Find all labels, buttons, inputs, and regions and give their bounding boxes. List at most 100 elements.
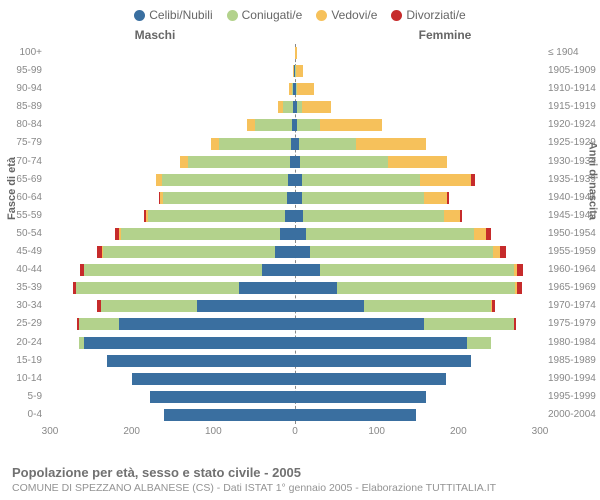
bar-segment (283, 101, 293, 113)
female-bar (295, 315, 540, 333)
age-label: 15-19 (2, 355, 42, 366)
bar-segment (297, 119, 320, 131)
bar-segment (103, 246, 275, 258)
female-bar (295, 225, 540, 243)
bar-segment (517, 282, 522, 294)
age-row: 55-591945-1949 (50, 207, 540, 225)
age-label: 85-89 (2, 101, 42, 112)
birth-label: 1925-1929 (548, 137, 600, 148)
legend-swatch (227, 10, 238, 21)
bar-segment (492, 300, 495, 312)
birth-label: 1950-1954 (548, 228, 600, 239)
age-label: 100+ (2, 47, 42, 58)
age-row: 25-291975-1979 (50, 315, 540, 333)
male-bar (50, 279, 295, 297)
legend-item: Celibi/Nubili (134, 8, 212, 22)
bar-segment (467, 337, 492, 349)
age-row: 75-791925-1929 (50, 134, 540, 152)
age-row: 50-541950-1954 (50, 225, 540, 243)
x-tick-label: 100 (205, 426, 222, 437)
bar-segment (162, 174, 289, 186)
age-row: 85-891915-1919 (50, 98, 540, 116)
female-bar (295, 261, 540, 279)
bar-segment (302, 101, 331, 113)
male-bar (50, 388, 295, 406)
bar-segment (514, 318, 516, 330)
bar-segment (148, 210, 285, 222)
bar-segment (474, 228, 486, 240)
bar-segment (337, 282, 515, 294)
bar-segment (119, 318, 295, 330)
age-row: 60-641940-1944 (50, 189, 540, 207)
footer-subtitle: COMUNE DI SPEZZANO ALBANESE (CS) - Dati … (12, 482, 588, 494)
bar-segment (303, 210, 443, 222)
birth-label: 1965-1969 (548, 282, 600, 293)
bar-segment (280, 228, 295, 240)
bar-segment (84, 337, 295, 349)
x-tick-label: 100 (368, 426, 385, 437)
male-bar (50, 261, 295, 279)
age-label: 60-64 (2, 192, 42, 203)
bar-segment (76, 282, 239, 294)
birth-label: 1980-1984 (548, 337, 600, 348)
legend: Celibi/NubiliConiugati/eVedovi/eDivorzia… (0, 0, 600, 26)
bar-segment (295, 318, 424, 330)
female-bar (295, 189, 540, 207)
age-label: 10-14 (2, 373, 42, 384)
male-bar (50, 370, 295, 388)
age-label: 70-74 (2, 156, 42, 167)
bar-segment (295, 282, 337, 294)
bar-segment (211, 138, 219, 150)
bar-segment (424, 318, 514, 330)
female-bar (295, 388, 540, 406)
bar-segment (388, 156, 447, 168)
bar-segment (285, 210, 295, 222)
age-label: 90-94 (2, 83, 42, 94)
male-bar (50, 116, 295, 134)
male-bar (50, 62, 295, 80)
bar-segment (297, 83, 313, 95)
age-row: 45-491955-1959 (50, 243, 540, 261)
side-titles: Maschi Femmine (50, 28, 550, 42)
legend-swatch (391, 10, 402, 21)
age-label: 25-29 (2, 318, 42, 329)
bar-segment (320, 264, 514, 276)
female-bar (295, 243, 540, 261)
x-tick-label: 200 (123, 426, 140, 437)
bar-segment (295, 355, 471, 367)
bar-segment (302, 192, 425, 204)
male-bar (50, 352, 295, 370)
age-row: 5-91995-1999 (50, 388, 540, 406)
birth-label: 1945-1949 (548, 210, 600, 221)
bar-segment (300, 156, 388, 168)
bar-segment (295, 47, 297, 59)
birth-label: 1990-1994 (548, 373, 600, 384)
age-label: 0-4 (2, 409, 42, 420)
birth-label: 1930-1934 (548, 156, 600, 167)
population-pyramid-chart: Celibi/NubiliConiugati/eVedovi/eDivorzia… (0, 0, 600, 500)
bar-segment (420, 174, 471, 186)
male-bar (50, 171, 295, 189)
age-row: 30-341970-1974 (50, 297, 540, 315)
birth-label: ≤ 1904 (548, 47, 600, 58)
legend-label: Divorziati/e (406, 8, 465, 22)
female-bar (295, 279, 540, 297)
birth-label: 1940-1944 (548, 192, 600, 203)
bar-segment (295, 264, 320, 276)
bar-segment (306, 228, 473, 240)
bar-segment (320, 119, 381, 131)
legend-label: Vedovi/e (331, 8, 377, 22)
legend-item: Vedovi/e (316, 8, 377, 22)
bar-segment (121, 228, 280, 240)
birth-label: 1955-1959 (548, 246, 600, 257)
bar-segment (460, 210, 462, 222)
bar-segment (219, 138, 291, 150)
bar-segment (295, 409, 416, 421)
age-label: 75-79 (2, 137, 42, 148)
birth-label: 1935-1939 (548, 174, 600, 185)
footer-title: Popolazione per età, sesso e stato civil… (12, 465, 588, 480)
male-bar (50, 315, 295, 333)
bar-segment (239, 282, 295, 294)
chart-footer: Popolazione per età, sesso e stato civil… (12, 465, 588, 494)
bar-segment (295, 210, 303, 222)
